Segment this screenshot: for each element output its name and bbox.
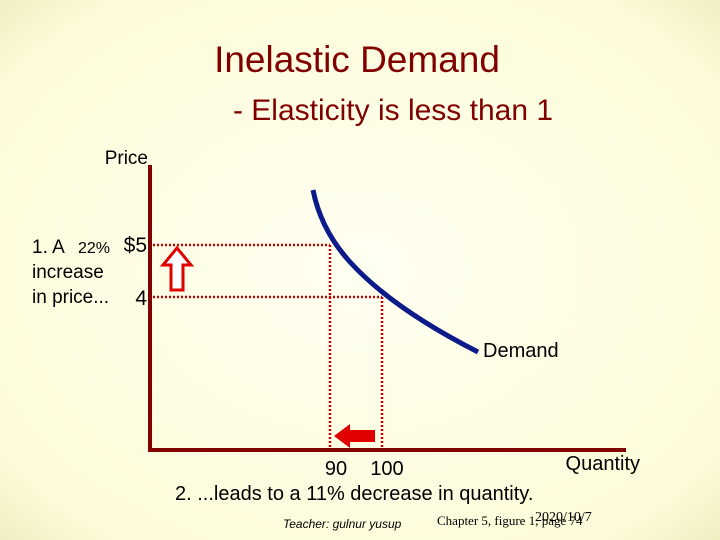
note-text: 22%: [78, 240, 110, 257]
up-arrow: [159, 245, 195, 292]
title: Inelastic Demand: [214, 39, 500, 80]
note-text: increase: [32, 262, 104, 283]
date: 2020/10/7: [535, 510, 592, 525]
note-text: 2. ...leads to a 11% decrease in quantit…: [175, 483, 533, 505]
subtitle: - Elasticity is less than 1: [233, 94, 553, 127]
source: Chapter 5, figure 1, page 74: [437, 513, 583, 528]
quantity-label: 90: [325, 458, 347, 480]
price-label: 4: [135, 287, 147, 310]
x-axis-label: Quantity: [566, 453, 640, 475]
quantity-label: 100: [370, 458, 403, 480]
left-arrow: [334, 424, 375, 448]
demand-curve: [310, 189, 480, 355]
price-label: $5: [124, 234, 147, 257]
curve-label: Demand: [483, 340, 559, 362]
teacher: Teacher: gulnur yusup: [283, 517, 402, 531]
y-axis-label: Price: [105, 148, 148, 169]
note-text: 1. A: [32, 237, 65, 258]
note-text: in price...: [32, 287, 109, 308]
